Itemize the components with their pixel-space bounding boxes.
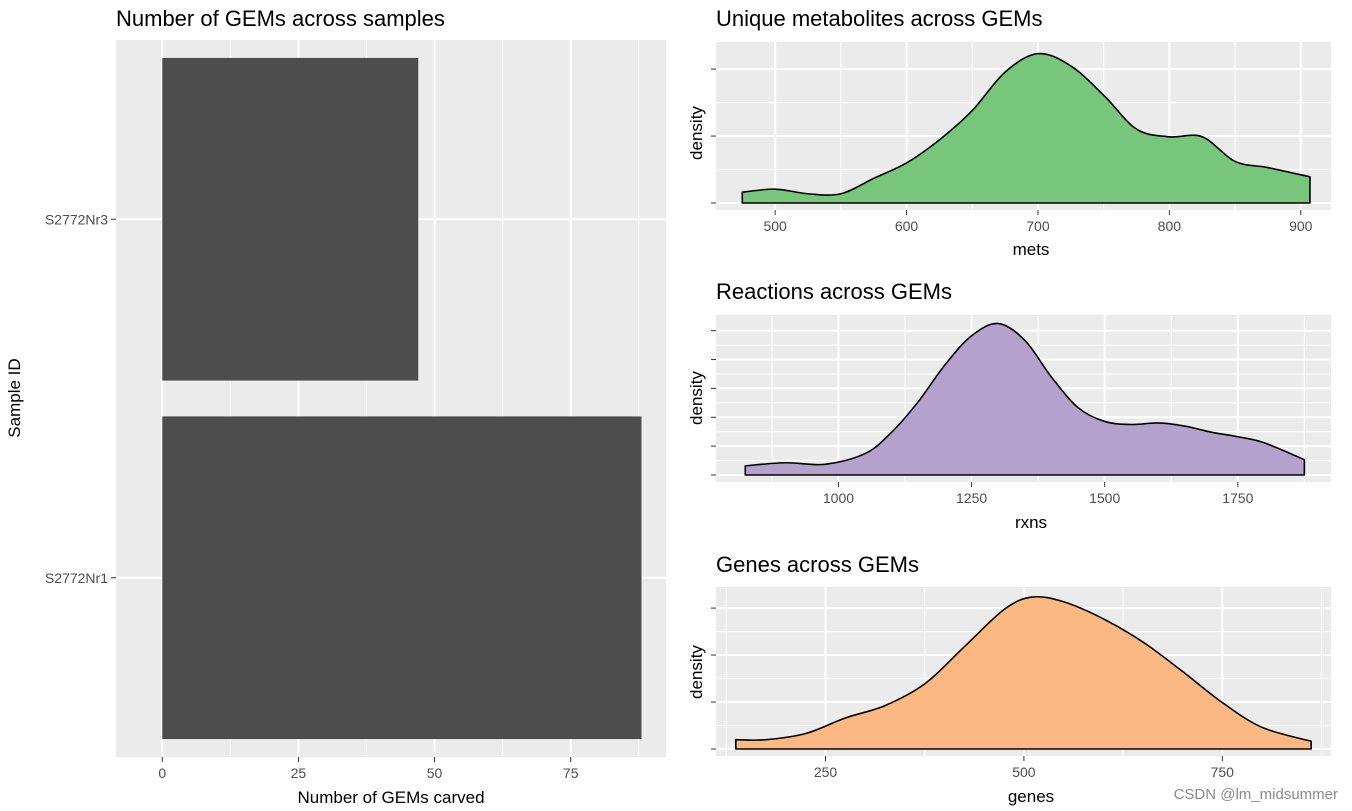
mets-density-x-tick-label: 700 xyxy=(1026,218,1050,234)
genes-density-x-tick-label: 250 xyxy=(814,764,838,780)
bar-chart-y-axis-title: Sample ID xyxy=(5,358,24,437)
bar-chart-y-tick-label: S2772Nr3 xyxy=(45,211,108,227)
rxns-density-marks xyxy=(744,322,1306,476)
bar-chart-axes: 0 25 50 75 S2772Nr3 S2772Nr1 xyxy=(45,211,579,781)
genes-density-title: Genes across GEMs xyxy=(716,552,919,577)
genes-density-panel: 250 500 750 Genes across GEMs genes densit… xyxy=(687,552,1331,806)
mets-density-title: Unique metabolites across GEMs xyxy=(716,6,1042,31)
rxns-density-x-axis-title: rxns xyxy=(1015,513,1047,532)
mets-density-x-tick-label: 600 xyxy=(895,218,919,234)
genes-density-x-tick-label: 750 xyxy=(1211,764,1235,780)
rxns-density-panel: 1000 1250 1500 1750 Reactions across GEMs r… xyxy=(687,279,1331,532)
mets-density-x-tick-label: 500 xyxy=(763,218,787,234)
mets-density-area xyxy=(741,52,1311,204)
bar-chart-x-tick-label: 50 xyxy=(427,765,443,781)
mets-density-x-tick-label: 900 xyxy=(1289,218,1313,234)
bar-chart-x-axis-title: Number of GEMs carved xyxy=(297,788,484,807)
bar-chart-y-tick-label: S2772Nr1 xyxy=(45,570,108,586)
bar-chart-x-tick-label: 25 xyxy=(291,765,307,781)
genes-density-x-tick-label: 500 xyxy=(1012,764,1036,780)
mets-density-panel: 500 600 700 800 900 Unique metabolites acros… xyxy=(687,6,1331,259)
rxns-density-area xyxy=(744,322,1306,476)
rxns-density-axes: 1000 1250 1500 1750 xyxy=(711,330,1254,506)
mets-density-y-axis-title: density xyxy=(687,106,706,160)
mets-density-x-tick-label: 800 xyxy=(1158,218,1182,234)
genes-density-marks xyxy=(735,595,1312,750)
bar-chart-panel: 0 25 50 75 S2772Nr3 S2772Nr1 Number of GEMs a… xyxy=(5,6,666,807)
bar-chart-bars xyxy=(162,57,642,740)
rxns-density-y-axis-title: density xyxy=(687,371,706,425)
bar xyxy=(162,416,642,740)
rxns-density-x-tick-label: 1750 xyxy=(1222,490,1253,506)
mets-density-x-axis-title: mets xyxy=(1013,240,1050,259)
genes-density-x-axis-title: genes xyxy=(1008,787,1054,806)
mets-density-marks xyxy=(741,52,1311,204)
watermark: CSDN @lm_midsummer xyxy=(1173,786,1338,803)
genes-density-y-axis-title: density xyxy=(687,645,706,699)
mets-density-axes: 500 600 700 800 900 xyxy=(711,68,1313,234)
bar-chart-x-tick-label: 75 xyxy=(563,765,579,781)
rxns-density-x-tick-label: 1500 xyxy=(1089,490,1120,506)
genes-density-area xyxy=(735,595,1312,750)
rxns-density-x-tick-label: 1000 xyxy=(823,490,854,506)
genes-density-axes: 250 500 750 xyxy=(711,607,1235,780)
bar xyxy=(162,57,419,381)
rxns-density-x-tick-label: 1250 xyxy=(956,490,987,506)
bar-chart-x-tick-label: 0 xyxy=(158,765,166,781)
bar-chart-title: Number of GEMs across samples xyxy=(116,6,445,31)
rxns-density-title: Reactions across GEMs xyxy=(716,279,952,304)
